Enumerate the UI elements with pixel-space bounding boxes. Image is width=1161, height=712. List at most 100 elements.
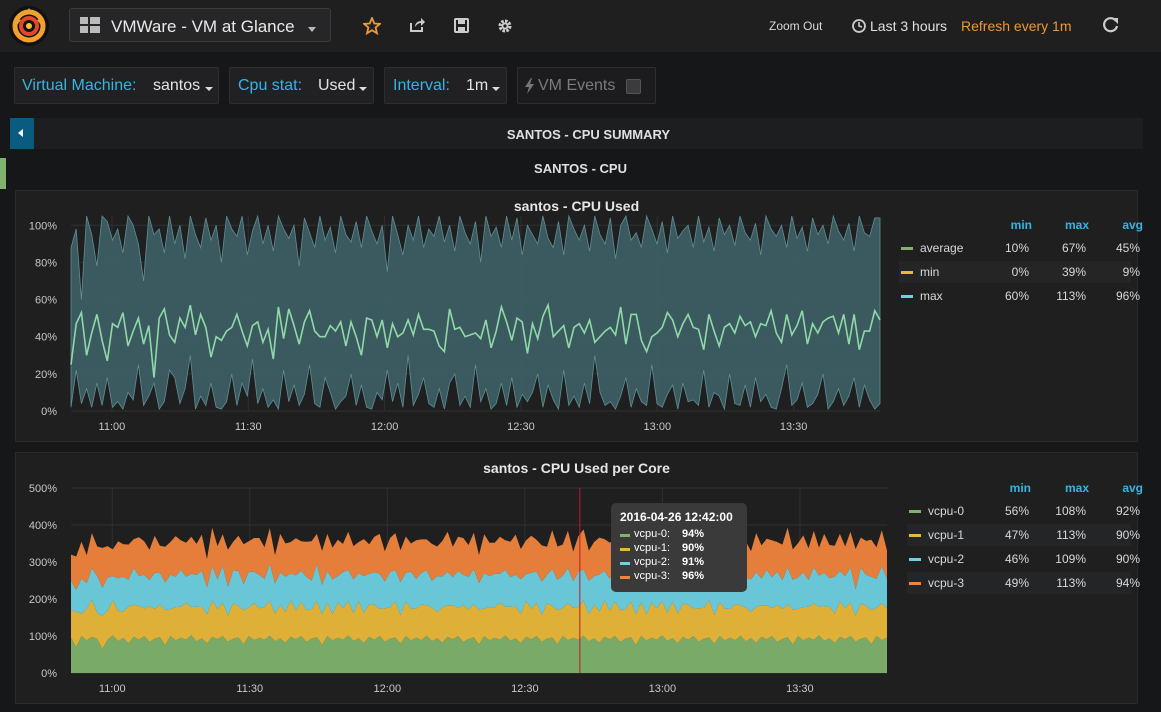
graph-tooltip: 2016-04-26 12:42:00 vcpu-0: 94% vcpu-1: … <box>611 503 747 592</box>
y-tick-label: 400% <box>29 520 57 532</box>
tooltip-swatch <box>620 534 630 537</box>
x-tick-label: 13:30 <box>780 421 808 433</box>
panel-title[interactable]: santos - CPU Used per Core <box>483 460 670 476</box>
zoom-out-button[interactable]: Zoom Out <box>769 19 823 33</box>
bolt-icon <box>525 78 534 94</box>
legend-row-min[interactable]: min 0% 39% 9% <box>899 261 1140 283</box>
y-tick-label: 80% <box>35 257 57 269</box>
tooltip-series: vcpu-1: <box>634 542 671 554</box>
time-range-picker[interactable]: Last 3 hours <box>870 18 948 34</box>
legend-series-name: vcpu-1 <box>928 528 965 542</box>
legend-series-name: min <box>920 265 940 279</box>
legend-avg: 45% <box>1115 241 1140 255</box>
legend-max: 67% <box>1061 241 1086 255</box>
row-drag-handle[interactable] <box>0 158 6 189</box>
panel1-legend: min max avg average 10% 67% 45% min 0% 3… <box>899 218 1143 318</box>
legend-header-min: min <box>1010 218 1032 232</box>
legend-swatch <box>901 295 913 298</box>
y-tick-label: 300% <box>29 557 57 569</box>
legend-swatch <box>909 510 921 513</box>
legend-row-vcpu-2[interactable]: vcpu-2 46% 109% 90% <box>907 548 1140 570</box>
share-icon[interactable] <box>409 17 426 33</box>
series-area-vcpu-3 <box>71 525 887 590</box>
grafana-logo-icon[interactable] <box>9 6 49 46</box>
legend-max: 113% <box>1056 576 1086 590</box>
x-tick-label: 12:30 <box>507 421 535 433</box>
cpu-used-chart[interactable]: 0% 20% 40% 60% 80% 100% 11:00 11:30 12:00 12:30 13… <box>16 191 1139 443</box>
legend-swatch <box>901 247 913 250</box>
legend-swatch <box>901 271 913 274</box>
star-icon[interactable] <box>363 17 381 35</box>
x-tick-label: 11:30 <box>236 683 263 695</box>
legend-swatch <box>909 558 921 561</box>
save-icon[interactable] <box>454 18 469 33</box>
series-band-min-max <box>70 214 881 411</box>
variable-virtual-machine[interactable]: Virtual Machine: santos <box>14 67 219 104</box>
legend-min: 46% <box>1004 552 1029 566</box>
dashboard-picker[interactable]: VMWare - VM at Glance <box>69 8 331 42</box>
row-title-cpu: SANTOS - CPU <box>534 161 627 176</box>
vm-events-toggle[interactable]: VM Events <box>517 67 656 104</box>
dashboard-title: VMWare - VM at Glance <box>111 17 295 36</box>
y-tick-label: 100% <box>29 220 57 232</box>
x-tick-label: 13:30 <box>786 683 814 695</box>
series-area-vcpu-0 <box>71 635 887 673</box>
variable-label: Interval: <box>393 77 450 94</box>
variable-value[interactable]: Used <box>318 77 356 94</box>
tooltip-series: vcpu-3: <box>634 570 671 582</box>
legend-row-vcpu-0[interactable]: vcpu-0 56% 108% 92% <box>907 500 1140 522</box>
panel2-legend: min max avg vcpu-0 56% 108% 92% vcpu-1 4… <box>907 481 1143 601</box>
panel-title[interactable]: santos - CPU Used <box>513 198 640 214</box>
legend-row-vcpu-3[interactable]: vcpu-3 49% 113% 94% <box>907 572 1140 594</box>
tooltip-value: 94% <box>682 528 705 540</box>
legend-min: 0% <box>1011 265 1029 279</box>
x-tick-label: 12:00 <box>371 421 399 433</box>
refresh-interval[interactable]: Refresh every 1m <box>961 18 1072 34</box>
variable-label: Cpu stat: <box>238 77 303 94</box>
tooltip-value: 90% <box>682 542 705 554</box>
series-area-vcpu-1 <box>71 599 887 649</box>
y-tick-label: 0% <box>41 668 57 680</box>
legend-avg: 96% <box>1115 289 1140 303</box>
variable-value[interactable]: santos <box>153 77 201 94</box>
tooltip-series: vcpu-2: <box>634 556 671 568</box>
legend-series-name: average <box>920 241 964 255</box>
row-title: SANTOS - CPU SUMMARY <box>506 127 671 142</box>
dashboard-grid-icon <box>80 17 100 33</box>
legend-series-name: max <box>920 289 943 303</box>
variable-value[interactable]: 1m <box>466 77 489 94</box>
legend-row-max[interactable]: max 60% 113% 96% <box>899 285 1140 307</box>
x-tick-label: 11:30 <box>235 421 262 433</box>
legend-max: 113% <box>1056 289 1086 303</box>
legend-header-max: max <box>1064 481 1089 495</box>
tooltip-value: 91% <box>682 556 705 568</box>
legend-header-min: min <box>1009 481 1031 495</box>
variable-cpu-stat[interactable]: Cpu stat: Used <box>229 67 374 104</box>
legend-max: 108% <box>1055 504 1086 518</box>
legend-row-vcpu-1[interactable]: vcpu-1 47% 113% 90% <box>907 524 1140 546</box>
panel-cpu-per-core: santos - CPU Used per Core 0% 100% 200% 300… <box>15 452 1143 705</box>
row-collapse-button[interactable] <box>10 118 34 149</box>
caret-down-icon <box>492 87 500 91</box>
series-line-average <box>70 302 881 378</box>
y-tick-label: 20% <box>35 369 57 381</box>
caret-left-icon <box>18 129 23 137</box>
legend-max: 113% <box>1056 528 1086 542</box>
row-header-summary[interactable]: SANTOS - CPU SUMMARY <box>34 118 1143 149</box>
y-tick-label: 0% <box>41 406 57 418</box>
clock-icon <box>852 19 866 33</box>
legend-header-avg: avg <box>1122 218 1143 232</box>
variable-interval[interactable]: Interval: 1m <box>384 67 507 104</box>
legend-row-average[interactable]: average 10% 67% 45% <box>899 237 1140 259</box>
x-tick-label: 13:00 <box>649 683 677 695</box>
legend-series-name: vcpu-0 <box>928 504 965 518</box>
top-navbar: VMWare - VM at Glance Zoom Out Last 3 ho… <box>0 0 1161 52</box>
tooltip-swatch <box>620 576 630 579</box>
legend-avg: 94% <box>1115 576 1140 590</box>
cpu-per-core-chart[interactable]: 0% 100% 200% 300% 400% 500% 11:00 11:30 12:00 12:… <box>16 453 1139 705</box>
tooltip-swatch <box>620 562 630 565</box>
vm-events-checkbox[interactable] <box>626 79 641 94</box>
gear-icon[interactable] <box>497 18 513 34</box>
refresh-icon[interactable] <box>1102 17 1119 34</box>
caret-down-icon <box>359 87 367 91</box>
